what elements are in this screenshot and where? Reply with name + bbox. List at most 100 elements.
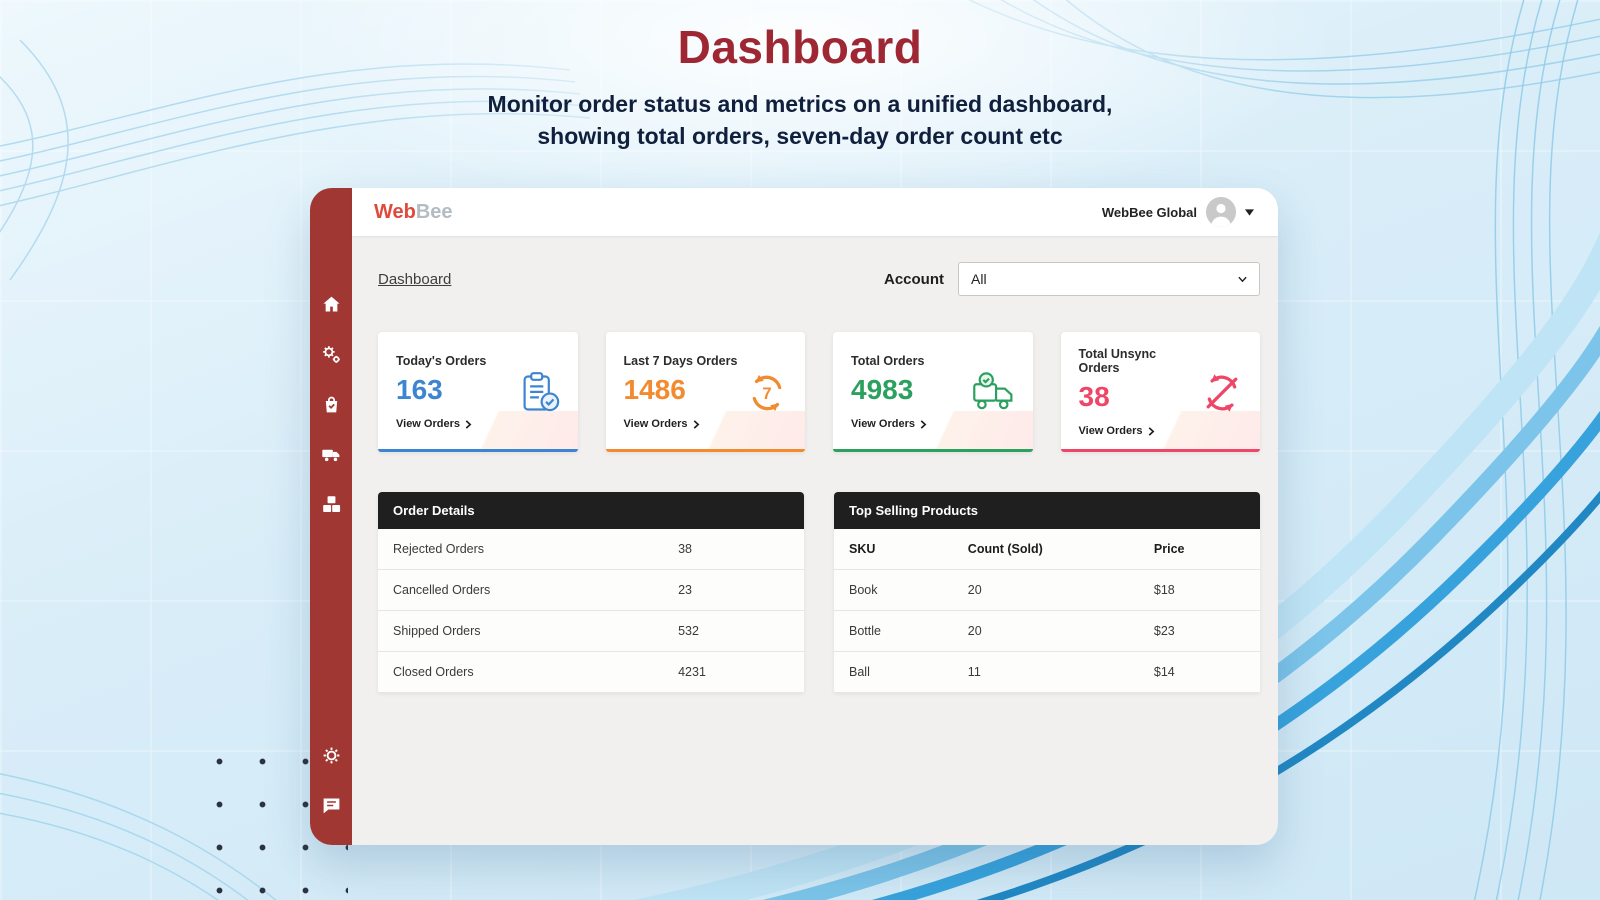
sidebar-item-home[interactable] [319,292,343,316]
view-orders-link[interactable]: View Orders [1079,425,1155,437]
sidebar-item-integrations[interactable] [319,342,343,366]
card-title: Today's Orders [396,354,487,368]
table-row: Rejected Orders 38 [378,529,804,570]
view-orders-label: View Orders [1078,425,1143,437]
home-icon [322,296,340,311]
card-title: Last 7 Days Orders [623,354,738,368]
subtitle-line-1: Monitor order status and metrics on a un… [487,91,1113,117]
stat-card-last-7-days: Last 7 Days Orders 1486 View Orders [605,332,805,452]
card-info: Today's Orders 163 View Orders [396,354,516,432]
order-details-header: Order Details [378,492,804,529]
table-row: Ball 11 $14 [834,652,1260,693]
user-menu[interactable]: WebBee Global [1102,197,1254,227]
truck-check-icon [971,371,1019,415]
view-orders-label: View Orders [396,418,460,430]
webbee-logo: WebBee [374,201,453,224]
cell-sku: Book [849,583,878,597]
cell-count: 20 [967,624,982,638]
view-orders-label: View Orders [851,418,915,430]
user-name: WebBee Global [1101,204,1197,220]
card-info: Total Unsync Orders 38 View Orders [1079,347,1199,439]
col-header-count: Count (Sold) [967,542,1043,556]
account-select[interactable]: All [958,262,1260,296]
card-value: 38 [1078,381,1110,412]
row-value: 532 [678,624,699,638]
col-header-sku: SKU [849,542,876,556]
hero-section: Dashboard Monitor order status and metri… [0,20,1600,152]
card-title: Total Orders [851,354,925,368]
account-filter: Account All [884,262,1260,296]
view-orders-link[interactable]: View Orders [396,418,472,430]
cell-price: $14 [1153,665,1175,679]
stat-card-todays-orders: Today's Orders 163 View Orders [378,332,578,452]
account-selected-value: All [971,271,987,287]
panel-title: Order Details [393,503,475,518]
table-header-row: SKU Count (Sold) Price [834,529,1260,570]
sidebar-item-orders[interactable] [319,392,343,416]
clipboard-check-icon [516,371,564,415]
page-title: Dashboard [677,21,923,73]
stat-card-total-orders: Total Orders 4983 View Orders [833,332,1033,452]
chevron-down-icon [1238,276,1247,283]
stat-card-total-unsync: Total Unsync Orders 38 View Orders [1060,332,1260,452]
row-value: 4231 [678,665,706,679]
table-row: Closed Orders 4231 [378,652,804,693]
top-selling-header: Top Selling Products [834,492,1260,529]
row-label: Shipped Orders [393,624,481,638]
row-label: Closed Orders [393,665,474,679]
unsync-icon [1198,371,1246,415]
breadcrumb-row: Dashboard Account All [378,262,1260,296]
settings-gear-icon [323,747,339,763]
avatar [1206,197,1236,227]
table-row: Shipped Orders 532 [378,611,804,652]
background-glow [260,0,1340,220]
order-details-panel: Order Details Rejected Orders 38 Cancell… [378,492,804,693]
view-orders-link[interactable]: View Orders [851,418,927,430]
sidebar-item-inventory[interactable] [319,492,343,516]
card-info: Total Orders 4983 View Orders [851,354,971,432]
top-selling-panel: Top Selling Products SKU Count (Sold) Pr… [834,492,1260,693]
cell-count: 11 [967,665,981,679]
logo-part-2: Bee [415,200,453,223]
chevron-right-icon [465,419,472,429]
chevron-right-icon [693,419,700,429]
app-window: WebBee WebBee Global Dashboard Acco [310,188,1278,845]
table-row: Book 20 $18 [834,570,1260,611]
sidebar-item-chat[interactable] [319,793,343,817]
account-label: Account [884,270,944,288]
card-info: Last 7 Days Orders 1486 View Orders [624,354,744,432]
cell-count: 20 [967,583,982,597]
card-value: 163 [396,374,443,405]
logo-part-1: Web [374,200,416,223]
svg-text:7: 7 [762,385,771,403]
chat-icon [323,798,339,813]
breadcrumb-dashboard[interactable]: Dashboard [378,270,452,288]
orders-bag-icon [325,396,337,412]
sidebar-item-settings[interactable] [319,743,343,767]
shipping-truck-icon [321,449,339,461]
cell-price: $23 [1153,624,1175,638]
window-body: WebBee WebBee Global Dashboard Acco [352,188,1278,845]
row-value: 38 [678,542,693,556]
sync-seven-icon: 7 [743,371,791,415]
cell-sku: Bottle [849,624,881,638]
inventory-boxes-icon [322,495,340,512]
view-orders-link[interactable]: View Orders [624,418,700,430]
stat-cards-row: Today's Orders 163 View Orders [378,332,1260,452]
avatar-person-icon [1206,197,1236,227]
chevron-right-icon [920,419,927,429]
table-row: Cancelled Orders 23 [378,570,804,611]
chevron-down-icon [1245,208,1254,216]
col-header-price: Price [1153,542,1185,556]
window-header: WebBee WebBee Global [352,188,1278,236]
sidebar-item-shipping[interactable] [319,442,343,466]
window-main: Dashboard Account All [352,236,1278,845]
chevron-right-icon [1148,426,1155,436]
card-value: 1486 [623,374,686,405]
panel-title: Top Selling Products [849,503,979,518]
integrations-gears-icon [322,345,340,363]
cell-sku: Ball [849,665,870,679]
sidebar [310,188,352,845]
